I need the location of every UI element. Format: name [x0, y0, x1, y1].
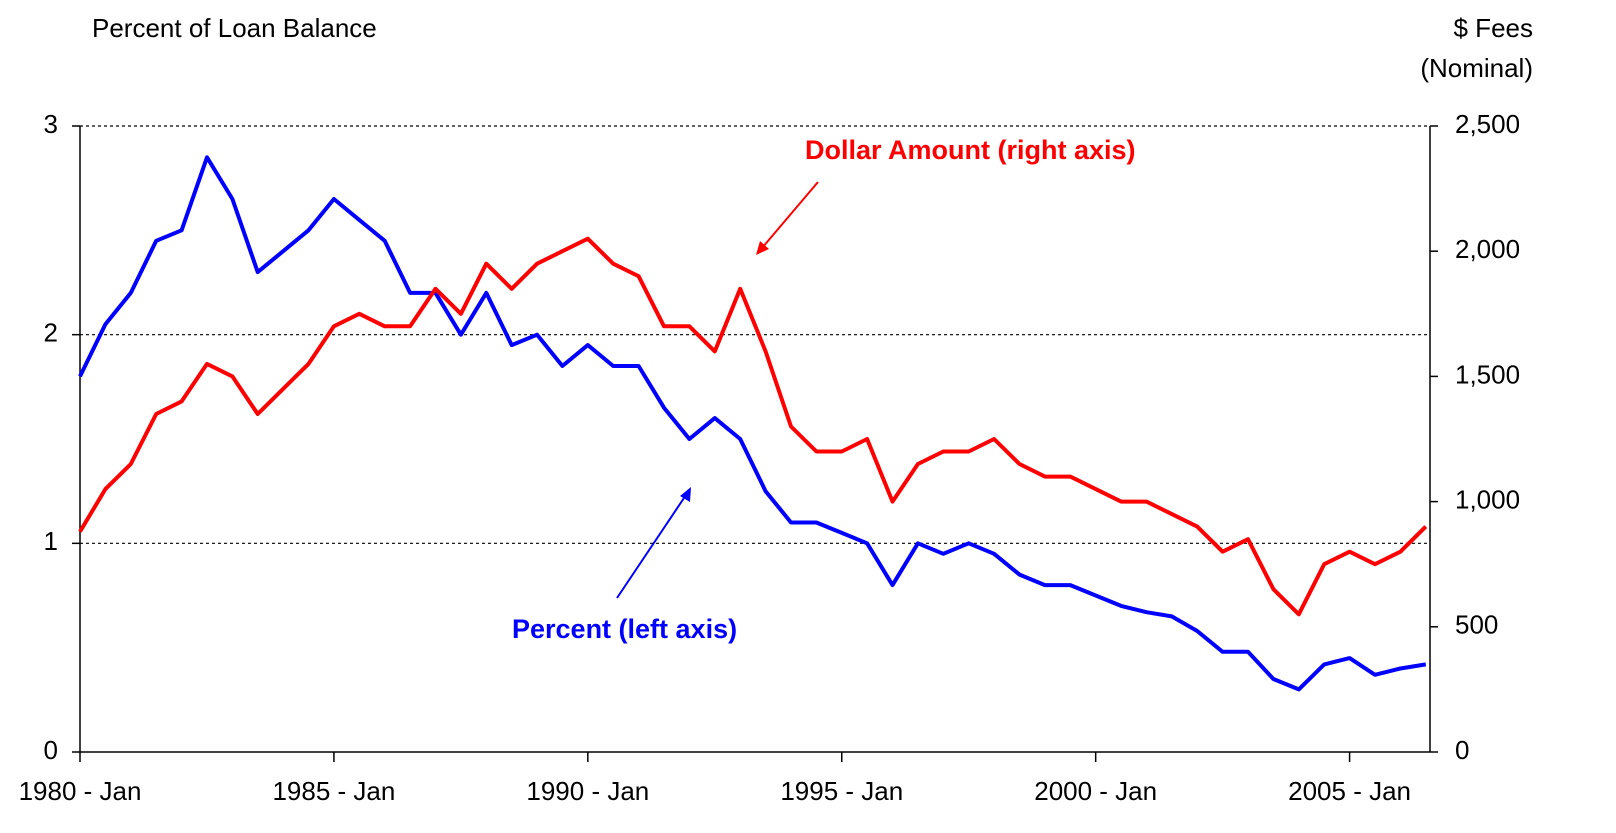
y2-tick-label: 2,500	[1455, 109, 1520, 139]
annotation-arrowhead	[756, 241, 769, 255]
annotation-arrow	[761, 181, 819, 249]
annotation: Dollar Amount (right axis)	[805, 135, 1136, 165]
x-tick-label: 1985 - Jan	[272, 776, 395, 806]
y2-tick-label: 500	[1455, 610, 1498, 640]
series-line	[78, 236, 1428, 617]
annotation-arrowhead	[680, 487, 691, 502]
x-tick-label: 1995 - Jan	[780, 776, 903, 806]
x-tick-label: 2000 - Jan	[1034, 776, 1157, 806]
y2-tick-label: 2,000	[1455, 234, 1520, 264]
y2-tick-label: 1,500	[1455, 359, 1520, 389]
y2-axis-title: (Nominal)	[1420, 53, 1533, 83]
y2-tick-label: 0	[1455, 735, 1469, 765]
y-tick-label: 3	[44, 109, 58, 139]
x-tick-label: 2005 - Jan	[1288, 776, 1411, 806]
x-tick-label: 1980 - Jan	[19, 776, 142, 806]
x-tick-label: 1990 - Jan	[526, 776, 649, 806]
y-tick-label: 0	[44, 735, 58, 765]
annotation-arrow	[616, 494, 687, 599]
y-tick-label: 1	[44, 526, 58, 556]
y-tick-label: 2	[44, 318, 58, 348]
y2-axis-title: $ Fees	[1454, 13, 1534, 43]
series-line	[78, 155, 1427, 692]
y2-tick-label: 1,000	[1455, 484, 1520, 514]
annotation: Percent (left axis)	[512, 614, 737, 644]
y-axis-title: Percent of Loan Balance	[92, 13, 377, 43]
